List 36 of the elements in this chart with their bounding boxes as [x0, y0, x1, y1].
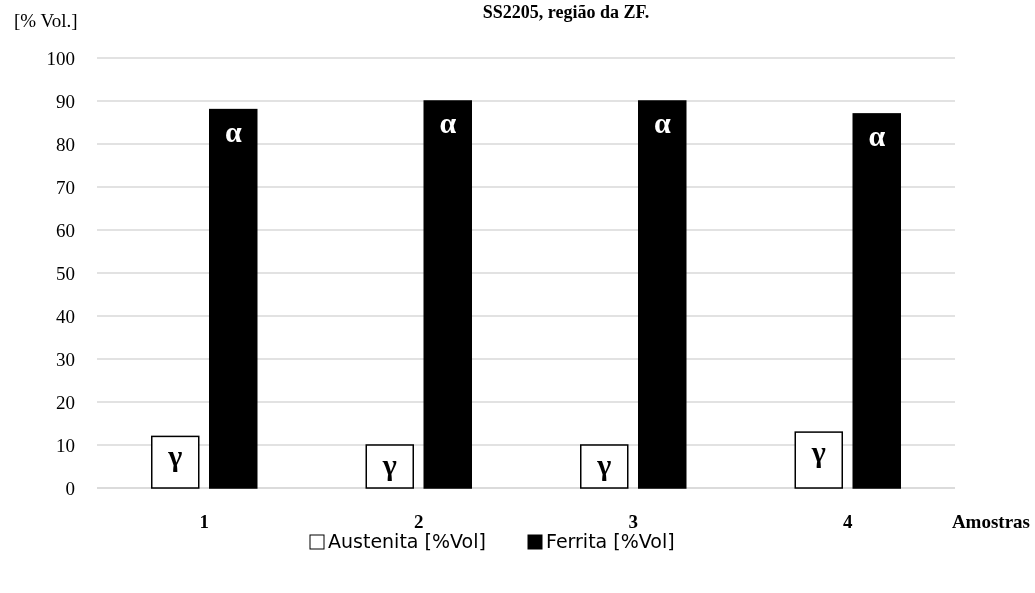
bar: [209, 108, 258, 489]
y-tick-label: 40: [56, 305, 75, 327]
annotation: α: [439, 106, 457, 139]
x-tick-label: 1: [199, 511, 209, 532]
y-tick-label: 90: [56, 90, 75, 112]
annotation: γ: [810, 435, 826, 469]
y-tick-label: 80: [56, 133, 75, 155]
y-tick-label: 30: [56, 348, 75, 370]
bar: [423, 100, 472, 489]
bar: [365, 444, 414, 489]
annotation: γ: [381, 448, 397, 481]
bar: [580, 444, 629, 489]
y-axis-title: [% Vol.]: [14, 10, 78, 31]
legend-label: Ferrita [%Vol]: [546, 530, 675, 552]
annotation: γ: [596, 448, 612, 481]
y-tick-label: 10: [56, 434, 75, 456]
x-axis-title: Amostras: [951, 511, 1030, 532]
chart-title: SS2205, região da ZF.: [482, 2, 650, 22]
x-tick-label: 3: [628, 511, 638, 532]
x-tick-label: 2: [414, 511, 424, 532]
bar: [638, 100, 687, 489]
x-tick-label: 4: [843, 511, 853, 532]
y-tick-label: 70: [56, 176, 75, 198]
bar: [852, 113, 901, 489]
y-tick-label: 50: [56, 262, 75, 284]
y-tick-label: 100: [46, 47, 75, 69]
annotation: α: [868, 118, 886, 152]
annotation: α: [653, 106, 671, 139]
y-tick-label: 0: [65, 477, 75, 499]
annotation: α: [224, 114, 242, 148]
y-tick-label: 60: [56, 219, 75, 241]
annotation: γ: [167, 439, 183, 473]
y-tick-label: 20: [56, 391, 75, 413]
bar: [151, 435, 200, 489]
bar: [794, 431, 843, 489]
legend-label: Austenita [%Vol]: [328, 530, 486, 552]
